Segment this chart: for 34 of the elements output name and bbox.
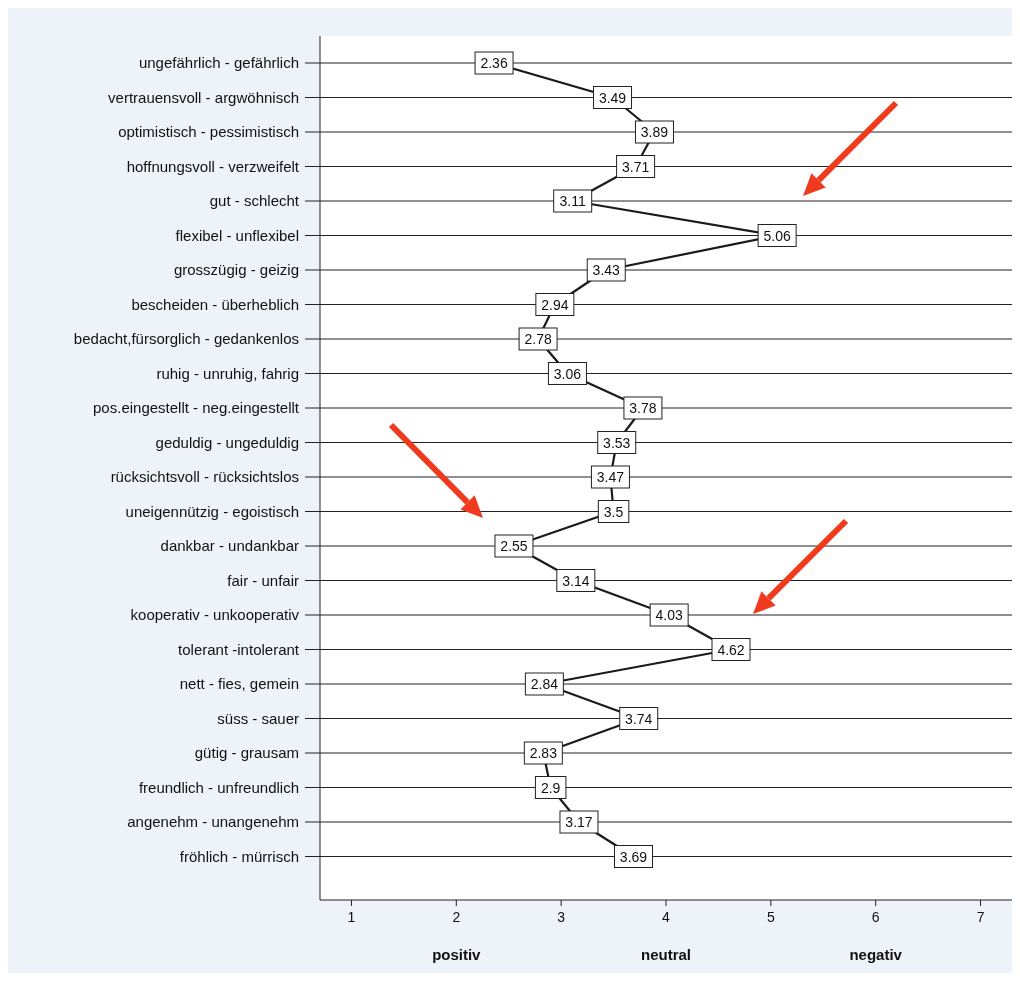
- x-tick-label: 5: [766, 909, 775, 925]
- x-tick-label: 4: [662, 909, 671, 925]
- y-tick-label: hoffnungsvoll - verzweifelt: [126, 157, 300, 175]
- y-tick-label: uneigennützig - egoistisch: [125, 502, 299, 520]
- y-tick-label: bedacht,fürsorglich - gedankenlos: [73, 330, 299, 347]
- y-tick-label: grosszügig - geizig: [173, 261, 299, 278]
- y-tick-label: fair - unfair: [227, 571, 299, 589]
- x-tick-label: 6: [871, 909, 880, 925]
- text: negativ: [849, 946, 903, 963]
- y-tick-label: optimistisch - pessimistisch: [118, 123, 299, 140]
- y-tick-label: pos.eingestellt - neg.eingestellt: [93, 399, 300, 416]
- y-tick-label: angenehm - unangenehm: [127, 813, 299, 830]
- y-tick-label: nett - fies, gemein: [179, 675, 299, 692]
- y-tick-label: geduldig - ungeduldig: [155, 433, 299, 451]
- x-tick-label: 1: [347, 909, 356, 925]
- y-tick-label: süss - sauer: [217, 709, 299, 727]
- y-tick-label: tolerant -intolerant: [178, 640, 300, 658]
- y-tick-label: gut - schlecht: [209, 192, 300, 209]
- y-tick-label: vertrauensvoll - argwöhnisch: [108, 88, 299, 106]
- text: positiv: [432, 946, 482, 963]
- y-tick-label: flexibel - unflexibel: [175, 226, 299, 244]
- y-tick-label: fröhlich - mürrisch: [179, 847, 299, 865]
- y-tick-label: ungefährlich - gefährlich: [138, 54, 299, 71]
- x-tick-label: 2: [452, 909, 461, 925]
- y-tick-label: gütig - grausam: [194, 744, 299, 761]
- y-tick-label: ruhig - unruhig, fahrig: [156, 364, 299, 382]
- y-tick-label: bescheiden - überheblich: [131, 295, 299, 313]
- y-tick-label: kooperativ - unkooperativ: [130, 606, 300, 623]
- y-tick-label: freundlich - unfreundlich: [138, 778, 299, 796]
- x-tick-label: 7: [976, 909, 985, 925]
- text: neutral: [640, 946, 692, 963]
- y-tick-label: dankbar - undankbar: [160, 537, 299, 554]
- x-tick-label: 3: [557, 909, 566, 925]
- y-tick-label: rücksichtsvoll - rücksichtslos: [110, 468, 299, 485]
